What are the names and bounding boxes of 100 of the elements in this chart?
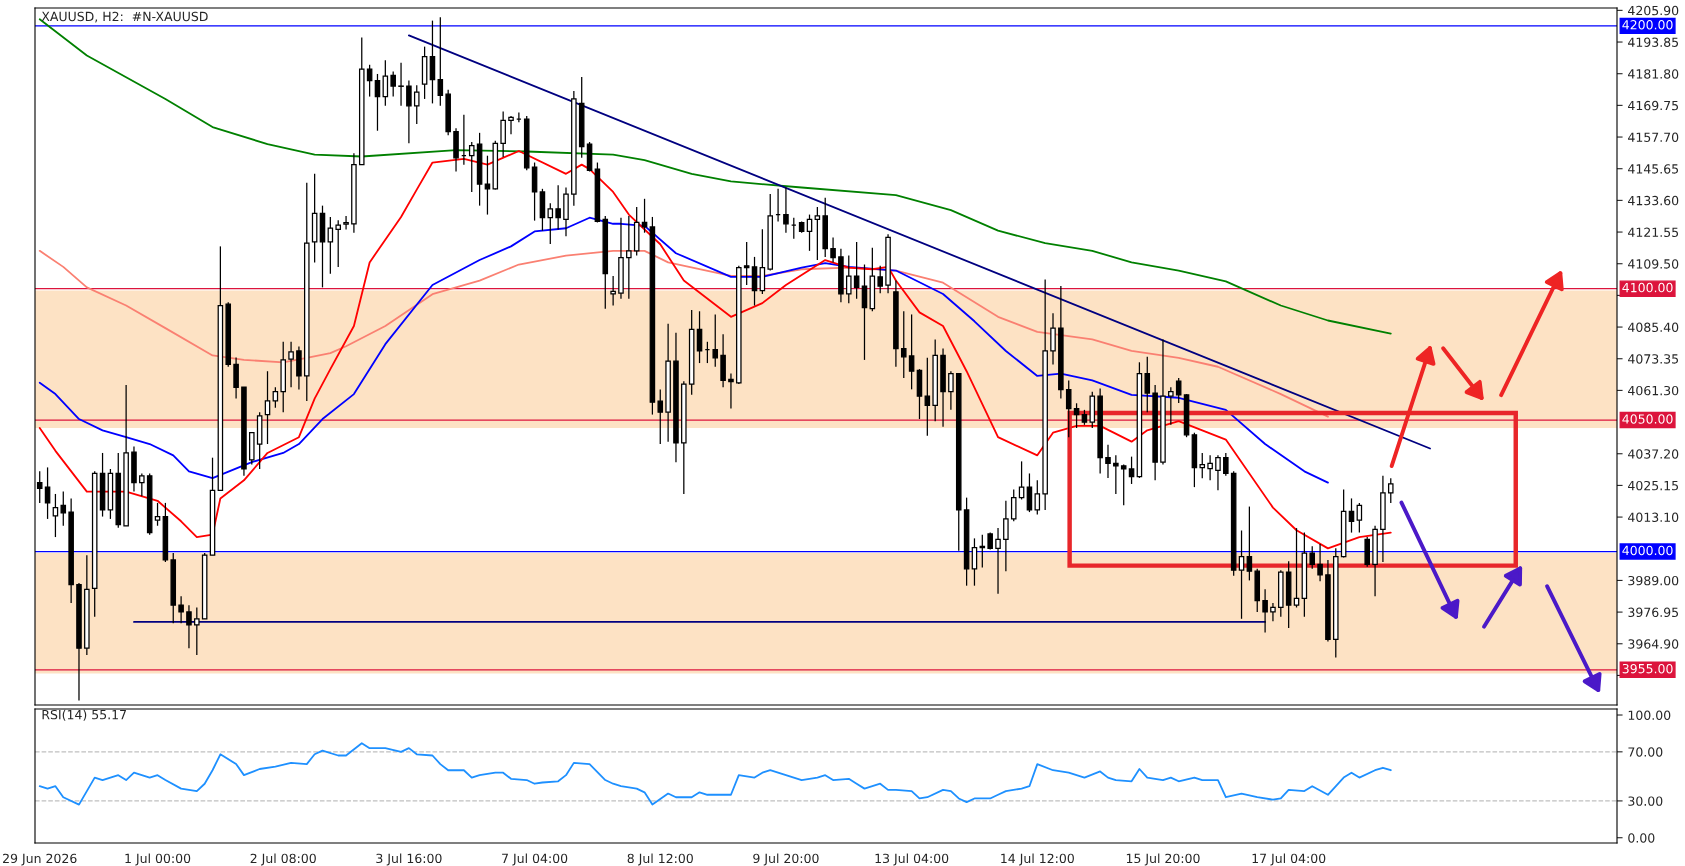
candlestick xyxy=(751,256,758,307)
line-series xyxy=(38,249,1329,418)
candlestick xyxy=(1223,452,1229,477)
candlestick xyxy=(1262,588,1268,634)
candlestick xyxy=(547,202,554,245)
candlestick xyxy=(233,356,239,400)
x-tick-label: 8 Jul 12:00 xyxy=(627,853,693,866)
candlestick xyxy=(139,472,145,497)
candlestick xyxy=(1246,505,1253,582)
candlestick xyxy=(1215,454,1221,491)
x-tick-label: 14 Jul 12:00 xyxy=(1001,853,1074,866)
candlestick xyxy=(1003,500,1009,572)
candlestick xyxy=(429,19,436,105)
candlestick xyxy=(1105,444,1111,479)
candlestick xyxy=(830,236,836,264)
y-tick-label: 4037.20 xyxy=(1628,449,1679,459)
x-tick-label: 7 Jul 04:00 xyxy=(502,853,568,866)
candlestick xyxy=(908,313,915,390)
candlestick xyxy=(1207,454,1213,481)
y-tick-label: 4145.65 xyxy=(1628,164,1679,174)
candlestick xyxy=(44,466,51,520)
candlestick xyxy=(626,215,632,300)
y-tick-label: 30.00 xyxy=(1628,796,1663,806)
candlestick xyxy=(1348,497,1355,534)
candlestick xyxy=(343,215,349,231)
y-tick-label: 4013.10 xyxy=(1628,512,1679,523)
candlestick xyxy=(743,241,750,286)
y-tick-label: 4061.30 xyxy=(1628,385,1679,396)
candlestick xyxy=(60,490,67,527)
y-tick-label: 4085.40 xyxy=(1628,322,1679,332)
x-tick-label: 2 Jul 08:00 xyxy=(250,853,316,866)
candlestick xyxy=(712,313,719,368)
candlestick xyxy=(264,370,271,445)
candlestick xyxy=(398,62,404,107)
line-series xyxy=(38,742,1392,806)
y-tick-label: 4169.75 xyxy=(1628,100,1679,111)
candlestick xyxy=(413,84,420,125)
candlestick xyxy=(1050,312,1056,366)
y-tick-label: 4073.35 xyxy=(1628,354,1679,364)
candlestick xyxy=(1026,472,1033,513)
y-tick-label: 4157.70 xyxy=(1628,132,1679,142)
line-series xyxy=(38,216,1329,484)
line-series xyxy=(38,150,1392,550)
candlestick xyxy=(406,79,412,144)
candlestick xyxy=(971,537,978,587)
candlestick xyxy=(861,263,868,361)
y-tick-label: 3964.90 xyxy=(1628,639,1679,649)
y-tick-label: 3989.00 xyxy=(1628,575,1679,586)
candlestick xyxy=(1387,477,1394,504)
candlestick xyxy=(877,265,883,294)
candlestick xyxy=(335,219,341,268)
ref-line-label: 4100.00 xyxy=(1622,282,1673,293)
candlestick xyxy=(272,386,279,409)
candlestick xyxy=(783,186,789,234)
x-tick-label: 1 Jul 00:00 xyxy=(125,853,191,866)
candlestick xyxy=(1168,386,1174,426)
ref-line-label: 4000.00 xyxy=(1622,545,1673,556)
y-tick-label: 4181.80 xyxy=(1628,69,1679,79)
candlestick xyxy=(845,254,852,304)
ref-line-label: 4200.00 xyxy=(1622,20,1673,30)
candlestick xyxy=(288,341,294,388)
candlestick xyxy=(468,141,475,193)
candlestick xyxy=(610,275,616,307)
y-tick-label: 4025.15 xyxy=(1628,480,1679,491)
x-tick-label: 29 Jun 2026 xyxy=(3,853,77,866)
candlestick xyxy=(1144,356,1151,413)
y-tick-label: 70.00 xyxy=(1628,747,1663,757)
y-tick-label: 100.00 xyxy=(1628,710,1671,720)
candlestick xyxy=(1073,402,1080,429)
candlestick xyxy=(948,370,954,411)
candlestick xyxy=(1128,456,1135,485)
candlestick xyxy=(1293,527,1300,609)
candlestick xyxy=(641,198,648,234)
candlestick xyxy=(1356,502,1363,534)
chart-title: RSI(14) 55.17 xyxy=(42,709,126,721)
y-tick-label: 4205.90 xyxy=(1628,5,1679,16)
candlestick xyxy=(1309,545,1316,570)
candlestick xyxy=(1317,543,1323,582)
candlestick xyxy=(900,310,907,379)
y-tick-label: 3976.95 xyxy=(1628,607,1679,618)
candlestick xyxy=(484,155,491,216)
ref-line-label: 4050.00 xyxy=(1622,414,1673,424)
candlestick xyxy=(759,228,766,295)
candlestick xyxy=(1034,479,1041,516)
candlestick xyxy=(853,241,860,300)
candlestick xyxy=(995,527,1001,595)
candlestick xyxy=(1238,529,1245,620)
candlestick xyxy=(390,70,396,98)
candlestick xyxy=(382,59,389,107)
candlestick xyxy=(555,184,561,231)
candlestick xyxy=(1175,377,1182,404)
candlestick xyxy=(1065,379,1072,438)
x-tick-label: 15 Jul 20:00 xyxy=(1126,853,1200,866)
candlestick xyxy=(1199,452,1206,479)
x-tick-label: 9 Jul 20:00 xyxy=(753,853,819,866)
y-tick-label: 4193.85 xyxy=(1628,37,1679,47)
ref-line-label: 3955.00 xyxy=(1622,663,1673,674)
x-tick-label: 17 Jul 04:00 xyxy=(1252,853,1326,866)
candlestick xyxy=(186,604,192,649)
candlestick xyxy=(1120,463,1127,506)
